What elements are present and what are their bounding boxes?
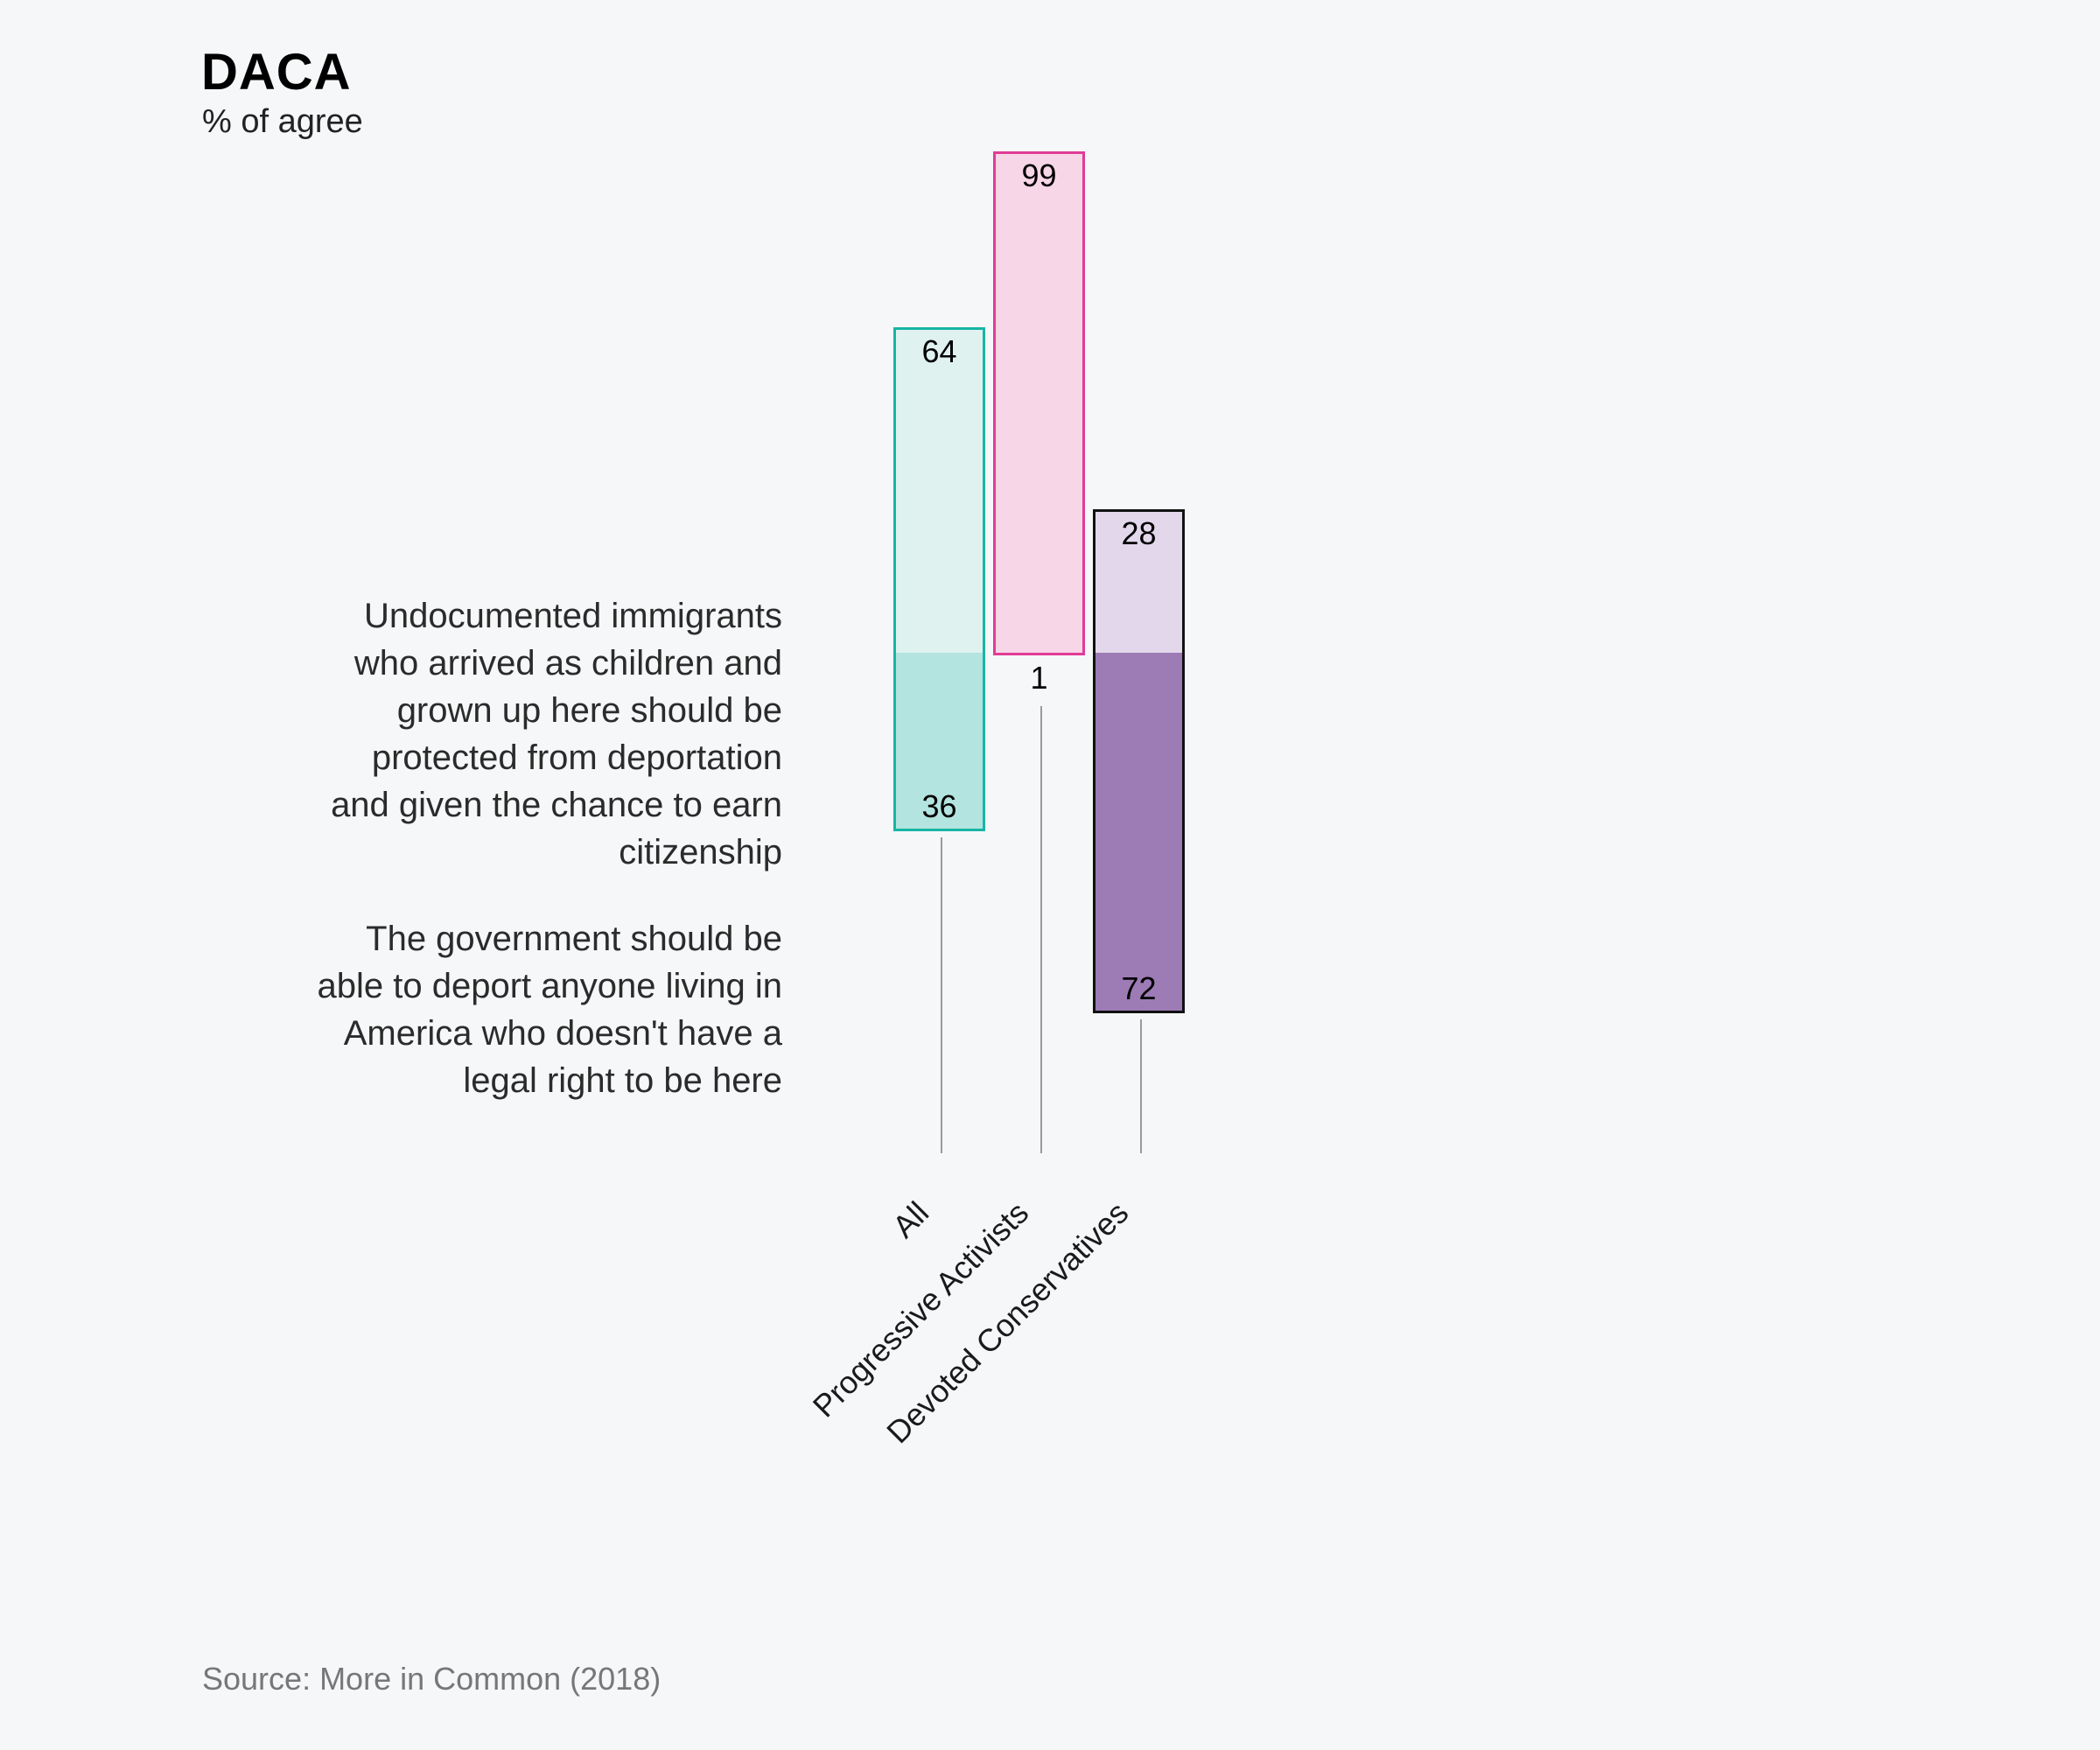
- statement-line: protected from deportation: [371, 738, 782, 777]
- bar-devoted-conservatives: [1093, 508, 1185, 1013]
- bar-segment-agree-protect: [996, 153, 1082, 653]
- value-label-agree-deport: 1: [1030, 659, 1048, 696]
- chart-subtitle: % of agree: [202, 103, 363, 140]
- value-label-agree-protect: 99: [1021, 157, 1057, 193]
- statement-line: citizenship: [619, 833, 782, 872]
- statement-line: legal right to be here: [463, 1061, 782, 1100]
- category-leader-line: [940, 837, 942, 1153]
- statement-line: able to deport anyone living in: [317, 967, 782, 1005]
- bar-segment-agree-protect: [1096, 511, 1182, 653]
- value-label-agree-deport: 36: [921, 788, 957, 825]
- statement-line: The government should be: [366, 920, 782, 958]
- statement-protect: Undocumented immigrants who arrived as c…: [152, 592, 782, 876]
- bar-all: [893, 327, 985, 832]
- bar-segment-agree-deport: [896, 652, 983, 830]
- source-note: Source: More in Common (2018): [202, 1661, 662, 1697]
- statement-line: Undocumented immigrants: [364, 597, 782, 635]
- statement-line: who arrived as children and: [354, 644, 782, 682]
- value-label-agree-protect: 64: [921, 333, 957, 370]
- bar-progressive-activists: [993, 150, 1085, 655]
- chart-title: DACA: [201, 44, 352, 101]
- value-label-agree-deport: 72: [1121, 970, 1157, 1006]
- value-label-agree-protect: 28: [1121, 514, 1157, 551]
- category-label: All: [886, 1194, 936, 1245]
- bar-segment-agree-protect: [896, 330, 983, 653]
- bar-segment-agree-deport: [1096, 652, 1182, 1011]
- statement-line: America who doesn't have a: [343, 1014, 782, 1053]
- statement-line: grown up here should be: [396, 691, 782, 730]
- category-leader-line: [1139, 1018, 1142, 1153]
- statement-line: and given the chance to earn: [331, 786, 782, 824]
- category-leader-line: [1040, 705, 1042, 1153]
- statement-deport: The government should be able to deport …: [152, 915, 782, 1104]
